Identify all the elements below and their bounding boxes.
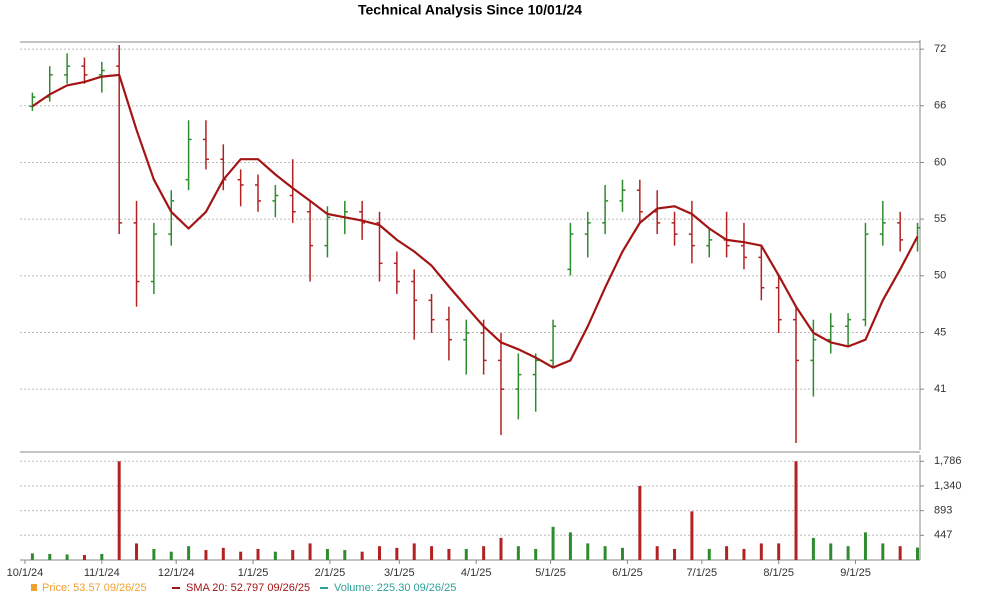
volume-bar [603,546,607,560]
volume-bar [343,550,347,560]
volume-bar [725,546,729,560]
volume-bar [447,548,451,560]
volume-bar [412,543,416,560]
x-tick-label: 11/1/24 [84,567,120,579]
x-tick-label: 12/1/24 [158,567,195,579]
volume-bar [916,547,920,560]
x-tick-label: 1/1/25 [238,567,269,579]
volume-bar [464,548,468,560]
volume-bar [881,543,885,560]
volume-bar [620,547,624,560]
volume-bar [65,554,69,560]
volume-bar [551,526,555,560]
legend-label: Price: 53.57 09/26/25 [42,582,147,594]
volume-bar [273,551,277,560]
y-tick-label: 66 [934,100,946,112]
volume-bar [308,543,312,560]
volume-bar [742,548,746,560]
volume-bar [499,537,503,560]
volume-bar [482,546,486,560]
volume-bar [378,546,382,560]
y-tick-label: 447 [934,529,952,541]
volume-bar [534,548,538,560]
volume-bar [169,551,173,560]
volume-bar [516,546,520,560]
volume-bar [846,546,850,560]
volume-bar [898,546,902,560]
volume-bar [117,461,121,560]
x-tick-label: 6/1/25 [612,567,643,579]
x-tick-label: 8/1/25 [763,567,794,579]
volume-bar [152,548,156,560]
volume-bar [794,461,798,560]
volume-bar [48,553,52,560]
volume-bar [655,546,659,560]
volume-bar [777,543,781,560]
volume-bar [239,551,243,560]
volume-bar [638,485,642,560]
volume-bar [135,543,139,560]
y-tick-label: 60 [934,156,946,168]
volume-bar [568,532,572,560]
y-tick-label: 55 [934,213,946,225]
volume-bar [673,548,677,560]
x-tick-label: 3/1/25 [384,567,415,579]
volume-bar [586,543,590,560]
volume-bar [82,555,86,560]
volume-bar [100,553,104,560]
legend-label: Volume: 225.30 09/26/25 [334,582,456,594]
volume-bar [256,548,260,560]
y-tick-label: 893 [934,505,952,517]
x-tick-label: 4/1/25 [461,567,492,579]
chart-title: Technical Analysis Since 10/01/24 [358,2,582,18]
volume-bar [291,550,295,560]
x-tick-label: 7/1/25 [687,567,718,579]
volume-bar [30,553,34,560]
y-tick-label: 50 [934,270,946,282]
y-tick-label: 41 [934,383,946,395]
y-tick-label: 45 [934,326,946,338]
volume-bar [325,548,329,560]
y-tick-label: 1,340 [934,480,962,492]
volume-bar [360,551,364,560]
volume-bar [690,511,694,560]
volume-bar [811,537,815,560]
volume-bar [395,547,399,560]
x-tick-label: 9/1/25 [840,567,871,579]
x-tick-label: 2/1/25 [315,567,346,579]
volume-bar [187,546,191,560]
y-tick-label: 1,786 [934,455,962,467]
volume-bar [221,547,225,560]
legend-swatch [31,584,37,591]
volume-bar [759,543,763,560]
volume-bar [204,550,208,560]
volume-bar [863,532,867,560]
sma-line [31,73,919,369]
volume-bar [707,548,711,560]
volume-bar [430,546,434,560]
y-tick-label: 72 [934,43,946,55]
x-tick-label: 5/1/25 [535,567,566,579]
legend-label: SMA 20: 52.797 09/26/25 [186,582,310,594]
volume-bar [829,543,833,560]
x-tick-label: 10/1/24 [7,567,44,579]
